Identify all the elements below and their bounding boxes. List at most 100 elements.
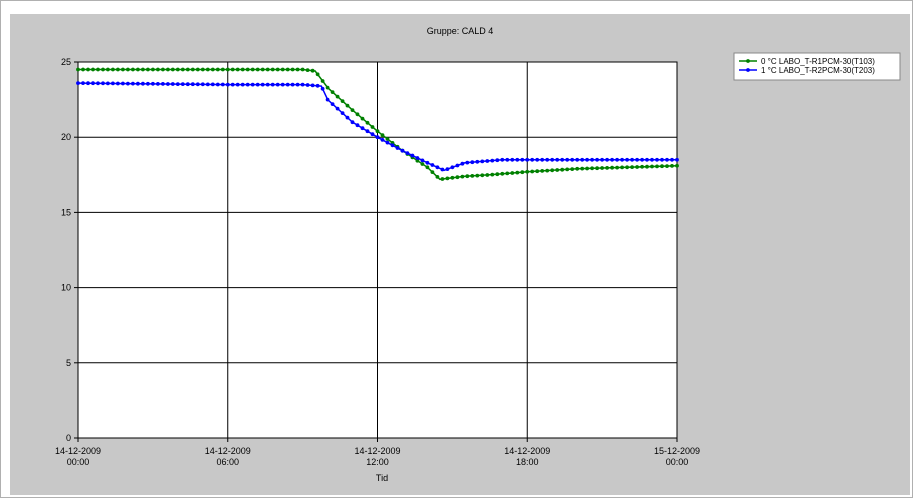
grid-lines [78, 62, 677, 438]
series-point [645, 164, 649, 169]
legend[interactable]: 0 °C LABO_T-R1PCM-30(T103)1 °C LABO_T-R2… [733, 52, 901, 81]
series-point [355, 112, 360, 117]
series-point [565, 157, 570, 162]
series-point [460, 161, 465, 166]
series-point [360, 126, 365, 131]
series-point [170, 82, 175, 86]
series-point [580, 166, 585, 171]
series-point [185, 82, 190, 87]
series-point [335, 94, 340, 99]
series-point [600, 157, 604, 162]
series-point [205, 82, 210, 87]
series-1 [76, 81, 679, 172]
series-point [635, 165, 639, 169]
legend-swatch-marker [746, 68, 750, 72]
series-point [141, 81, 145, 86]
series-point [580, 157, 585, 162]
series-point [245, 67, 250, 72]
series-point [560, 167, 565, 172]
series-point [340, 111, 345, 115]
series-point [470, 160, 475, 165]
series-point [455, 163, 460, 168]
series-point [385, 137, 390, 141]
series-point [480, 173, 485, 178]
series-point [350, 108, 355, 112]
series-point [625, 157, 629, 162]
series-point [141, 67, 145, 72]
series-point [86, 67, 90, 72]
series-point [565, 167, 570, 172]
series-point [180, 67, 185, 72]
series-point [325, 97, 330, 102]
series-point [111, 67, 115, 72]
x-tick-label-time: 12:00 [366, 457, 389, 467]
series-point [540, 169, 545, 173]
series-point [205, 67, 210, 72]
series-point [550, 157, 555, 162]
series-point [515, 170, 520, 175]
series-point [315, 72, 320, 77]
series-point [465, 160, 470, 165]
series-point [295, 82, 300, 87]
series-point [151, 81, 155, 86]
series-point [200, 67, 205, 72]
chart-panel: Gruppe: CALD 4 0 5 10 15 20 25 14-12-2009 00:00… [10, 14, 910, 495]
series-point [620, 157, 624, 162]
y-tick-label: 25 [61, 57, 71, 67]
legend-box [733, 52, 901, 81]
series-point [270, 67, 275, 72]
series-point [535, 169, 540, 174]
series-point [525, 157, 530, 162]
series-point [550, 168, 555, 173]
series-point [96, 67, 100, 72]
series-point [365, 129, 370, 134]
series-point [490, 158, 495, 163]
legend-swatch-marker [746, 59, 750, 63]
series-point [285, 67, 290, 72]
series-point [280, 67, 285, 72]
series-point [405, 151, 410, 156]
series-point [260, 67, 265, 72]
series-point [335, 106, 340, 111]
x-tick-label-time: 06:00 [216, 457, 239, 467]
series-point [345, 115, 350, 120]
series-point [615, 157, 619, 162]
x-tick-label-time: 00:00 [67, 457, 90, 467]
series-point [435, 175, 440, 179]
series-point [510, 157, 515, 162]
series-point [225, 82, 230, 87]
series-point [395, 146, 400, 150]
series-point [175, 67, 180, 72]
series-point [250, 82, 255, 87]
series-point [500, 171, 505, 176]
series-point [485, 173, 490, 177]
series-point [136, 67, 140, 72]
series-point [195, 82, 200, 87]
series-point [655, 164, 659, 169]
series-point [660, 157, 664, 162]
series-point [86, 81, 90, 86]
series-point [425, 165, 430, 170]
series-point [185, 67, 190, 72]
series-point [310, 83, 315, 88]
series-point [605, 166, 609, 170]
series-point [325, 85, 330, 90]
series-point [290, 82, 295, 87]
series-point [505, 171, 510, 176]
series-point [505, 157, 510, 162]
series-point [595, 157, 599, 162]
series-point [420, 162, 425, 166]
series-point [280, 82, 285, 87]
series-point [121, 81, 125, 86]
series-point [131, 67, 135, 72]
series-point [295, 67, 300, 72]
series-point [175, 82, 180, 86]
chart-svg: Gruppe: CALD 4 051015202514-12-200900:00… [55, 26, 901, 483]
series-point [300, 82, 305, 87]
series-point [240, 67, 245, 72]
series-point [340, 99, 345, 103]
series-point [590, 166, 594, 171]
series-point [156, 82, 160, 86]
series-point [260, 82, 265, 87]
series-point [600, 166, 604, 170]
